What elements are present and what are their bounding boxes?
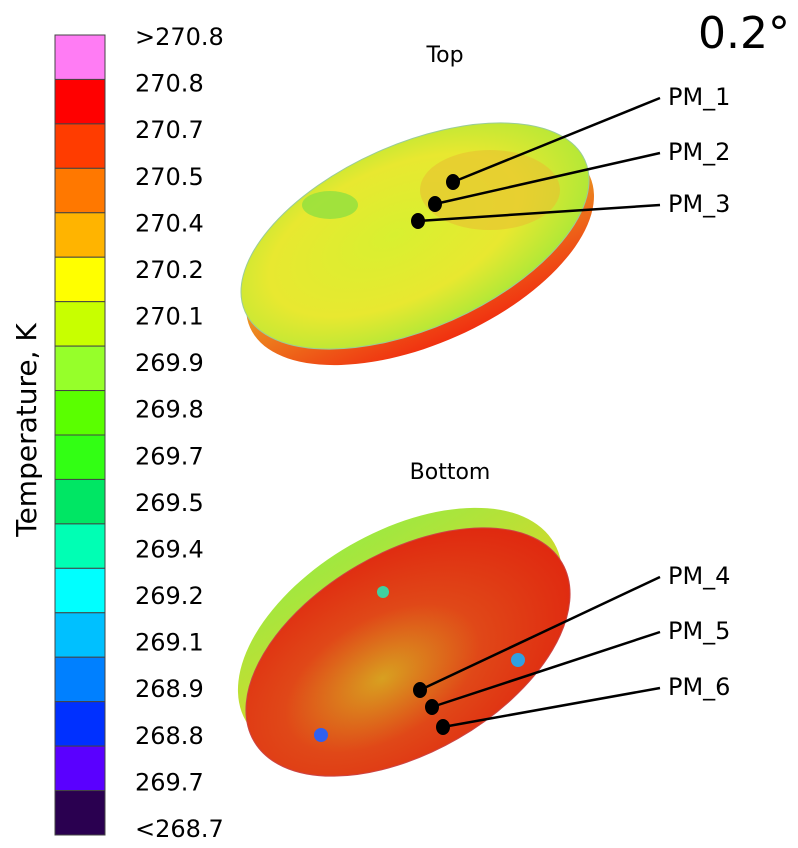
colorbar-label: 270.4 bbox=[135, 209, 204, 237]
colorbar-label: 269.1 bbox=[135, 629, 204, 657]
colorbar-label: 269.5 bbox=[135, 489, 204, 517]
probe-point bbox=[446, 174, 460, 190]
colorbar-label: 269.4 bbox=[135, 535, 204, 563]
colorbar-label: 268.8 bbox=[135, 722, 204, 750]
leader-line bbox=[417, 203, 661, 223]
leader-line bbox=[419, 575, 661, 692]
probe-label: PM_5 bbox=[668, 617, 730, 645]
colorbar-label: 268.9 bbox=[135, 675, 204, 703]
colorbar-label: 270.1 bbox=[135, 303, 204, 331]
color-swatch bbox=[54, 34, 106, 80]
color-swatch bbox=[54, 390, 106, 436]
color-swatch bbox=[54, 167, 106, 214]
probe-label: PM_1 bbox=[668, 83, 730, 111]
probe-point bbox=[425, 699, 439, 715]
top-disc bbox=[240, 122, 594, 366]
colorbar-label: 269.7 bbox=[135, 768, 204, 796]
probe-point bbox=[428, 196, 442, 212]
leader-line bbox=[431, 630, 661, 709]
probe-label: PM_6 bbox=[668, 673, 730, 701]
color-swatch bbox=[54, 790, 106, 836]
colorbar-label: >270.8 bbox=[135, 23, 224, 51]
color-swatch bbox=[54, 567, 106, 614]
color-swatch bbox=[54, 78, 106, 125]
leader-line bbox=[434, 151, 661, 206]
color-swatch bbox=[54, 656, 106, 703]
color-swatch bbox=[54, 745, 106, 792]
probes: PM_1 PM_2 PM_3 PM_4 PM_5 PM_6 bbox=[411, 83, 730, 735]
colorbar-title: Temperature, K bbox=[10, 323, 43, 538]
color-swatch bbox=[54, 345, 106, 392]
probe-point bbox=[413, 682, 427, 698]
view-title: Top bbox=[425, 43, 463, 68]
probe-point bbox=[436, 719, 450, 735]
colorbar-label: 269.7 bbox=[135, 442, 204, 470]
view-title: Bottom bbox=[410, 460, 491, 485]
colorbar-label: 270.5 bbox=[135, 163, 204, 191]
probe-label: PM_4 bbox=[668, 562, 730, 590]
color-swatch bbox=[54, 478, 106, 525]
color-swatch bbox=[54, 123, 106, 169]
colorbar-label: 269.9 bbox=[135, 349, 204, 377]
probe-point bbox=[411, 213, 425, 229]
bottom-disc bbox=[237, 507, 571, 777]
colorbar-label: 270.7 bbox=[135, 116, 204, 144]
probe-label: PM_2 bbox=[668, 138, 730, 166]
color-swatch bbox=[54, 523, 106, 569]
color-swatch bbox=[54, 256, 106, 303]
leader-line bbox=[452, 96, 661, 184]
probe-label: PM_3 bbox=[668, 190, 730, 218]
colorbar-label: <268.7 bbox=[135, 815, 224, 843]
color-swatch bbox=[54, 301, 106, 347]
color-swatch bbox=[54, 434, 106, 480]
figure-title: 0.2° bbox=[698, 8, 790, 59]
colorbar: >270.8 270.8 270.7 270.5 270.4 270.2 270.1 269.… bbox=[54, 23, 224, 843]
colorbar-label: 269.2 bbox=[135, 582, 204, 610]
color-swatch bbox=[54, 612, 106, 658]
colorbar-label: 270.8 bbox=[135, 70, 204, 98]
leader-line bbox=[442, 686, 661, 729]
color-swatch bbox=[54, 701, 106, 747]
color-swatch bbox=[54, 212, 106, 258]
colorbar-label: 270.2 bbox=[135, 256, 204, 284]
colorbar-label: 269.8 bbox=[135, 396, 204, 424]
